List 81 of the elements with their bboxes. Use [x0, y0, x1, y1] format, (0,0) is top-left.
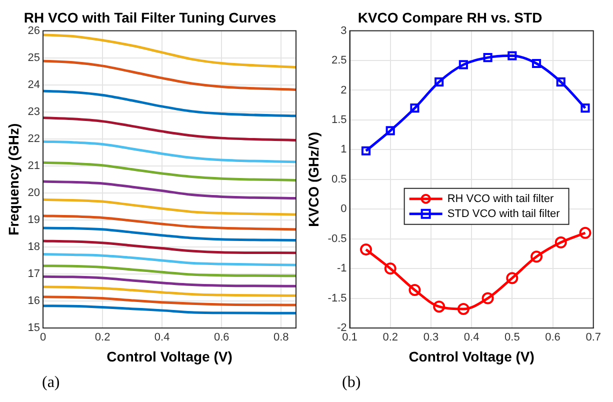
x-tick-label: 0.4	[464, 332, 480, 344]
line-series	[43, 296, 296, 306]
text: (b)	[342, 374, 362, 392]
y-tick-label: 24	[28, 78, 40, 91]
y-tick-label: 1	[340, 144, 347, 156]
legend-label: RH VCO with tail filter	[447, 192, 554, 205]
line-series	[43, 161, 296, 182]
point	[386, 126, 395, 136]
line-series	[43, 252, 296, 266]
point	[554, 236, 567, 248]
y-axis-title: Frequency (GHz)	[5, 123, 22, 236]
x-tick-label: 0.1	[342, 332, 358, 344]
point	[410, 104, 420, 113]
line-series	[43, 60, 296, 91]
line-series	[43, 304, 296, 314]
y-tick-label: 1.5	[331, 114, 347, 126]
line-series	[43, 240, 296, 254]
point	[556, 77, 566, 86]
point	[457, 302, 470, 315]
point	[579, 226, 592, 239]
y-tick-label: 3	[340, 24, 347, 37]
x-tick-label: 0.7	[586, 332, 602, 344]
point	[482, 292, 494, 304]
point	[458, 60, 468, 70]
x-tick-label: 0.2	[94, 332, 110, 344]
line-series	[43, 275, 296, 288]
point	[360, 244, 372, 256]
x-axis-title: Control Voltage (V)	[408, 348, 534, 364]
line-series	[43, 198, 296, 216]
y-tick-label: 18	[28, 240, 40, 253]
point	[408, 284, 421, 296]
y-tick-label: -2	[336, 322, 347, 334]
x-tick-label: 0.8	[273, 332, 289, 344]
point	[532, 58, 542, 68]
y-tick-label: -1.5	[328, 292, 347, 304]
text: (a)	[42, 374, 61, 392]
line-series	[43, 264, 296, 278]
line-series	[43, 180, 296, 200]
x-tick-label: 0.5	[504, 332, 520, 344]
y-tick-label: 0	[340, 203, 347, 216]
line-series	[43, 140, 296, 164]
y-tick-label: 19	[28, 214, 40, 226]
y-tick-label: 26	[28, 24, 40, 37]
y-tick-label: 23	[28, 106, 40, 118]
legend-label: STD VCO with tail filter	[447, 208, 560, 220]
line-series	[43, 90, 296, 118]
line-series	[43, 214, 296, 231]
x-tick-label: 0.6	[214, 332, 230, 344]
line-series	[43, 226, 296, 242]
y-tick-label: 21	[28, 160, 40, 172]
point	[384, 262, 396, 275]
line-series	[43, 116, 296, 142]
line-series	[43, 286, 296, 297]
x-tick-label: 0.6	[545, 332, 560, 344]
y-tick-label: -1	[336, 262, 347, 275]
x-tick-label: 0.3	[423, 332, 439, 344]
y-tick-label: 17	[28, 268, 40, 280]
point	[434, 77, 444, 86]
x-tick-label: 0.2	[382, 332, 398, 344]
chart-title: KVCO Compare RH vs. STD	[358, 9, 542, 26]
point	[361, 146, 371, 156]
point	[483, 53, 492, 62]
point	[508, 51, 517, 60]
line-series	[43, 34, 296, 69]
point	[506, 272, 518, 284]
y-tick-label: 15	[28, 322, 40, 334]
y-tick-label: 22	[28, 132, 40, 145]
y-tick-label: 25	[28, 52, 40, 64]
y-tick-label: -0.5	[328, 232, 347, 245]
x-tick-label: 0.4	[154, 332, 170, 344]
y-axis-title: KVCO (GHz/V)	[305, 132, 322, 227]
y-tick-label: 0.5	[331, 173, 347, 186]
point	[580, 104, 590, 113]
chart-title: RH VCO with Tail Filter Tuning Curves	[24, 9, 276, 26]
x-axis-title: Control Voltage (V)	[106, 348, 232, 364]
point	[530, 250, 543, 263]
point	[433, 300, 446, 313]
y-tick-label: 20	[28, 186, 40, 199]
y-tick-label: 2	[340, 84, 347, 96]
y-tick-label: 16	[28, 295, 40, 308]
y-tick-label: 2.5	[331, 54, 347, 67]
